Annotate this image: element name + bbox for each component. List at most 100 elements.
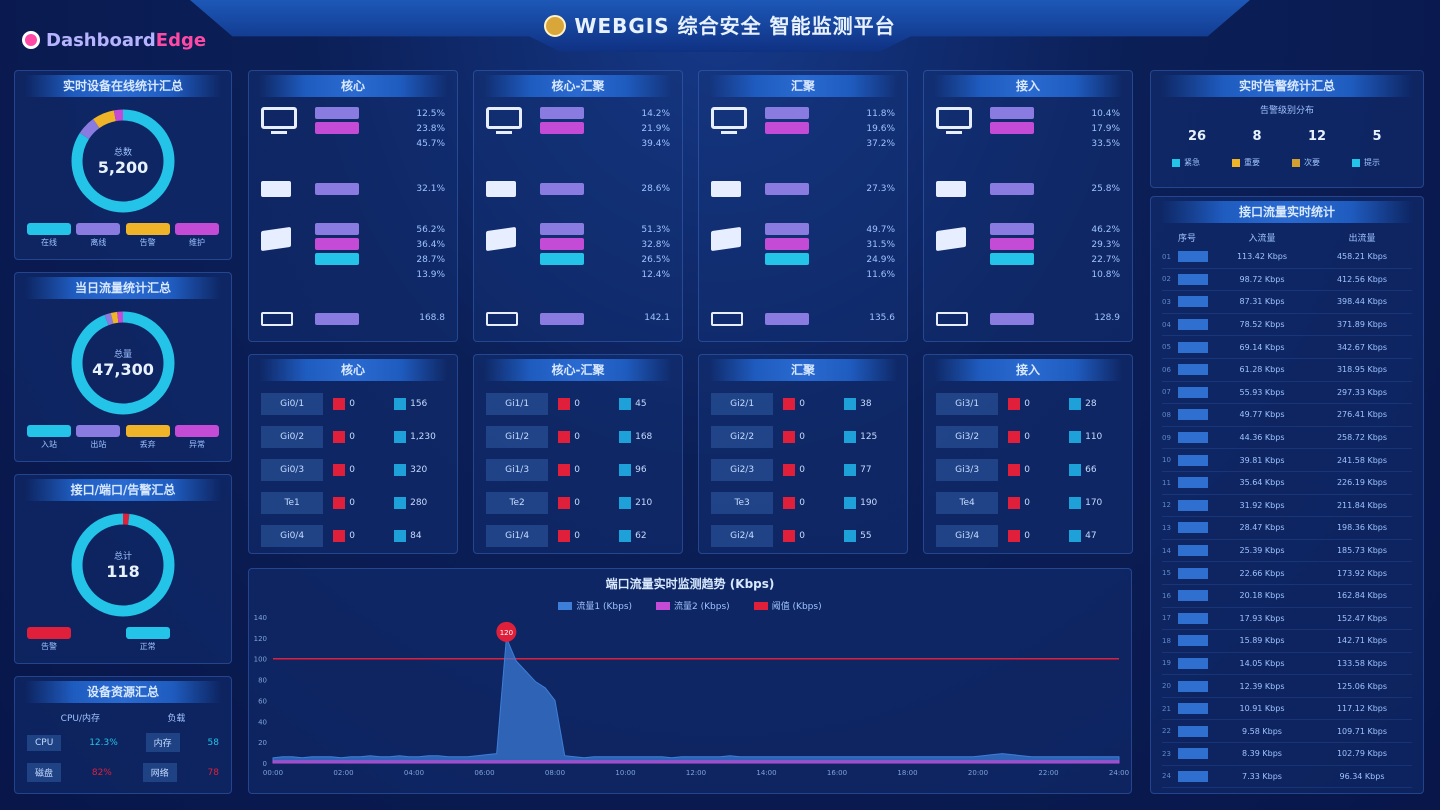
table-row[interactable]: 19 14.05 Kbps 133.58 Kbps [1162, 653, 1412, 676]
port-row[interactable]: Gi2/1 0 38 [711, 391, 895, 417]
x-tick-label: 12:00 [686, 769, 706, 777]
metric-bar [540, 238, 584, 250]
disk-metric: 56.2% 36.4% 28.7% 13.9% [261, 223, 445, 283]
logo[interactable]: DashboardEdge [22, 30, 206, 51]
row-index: 03 [1162, 297, 1171, 306]
row-badge [1178, 612, 1208, 624]
port-row[interactable]: Te3 0 190 [711, 490, 895, 516]
table-row[interactable]: 13 28.47 Kbps 198.36 Kbps [1162, 517, 1412, 540]
port-row[interactable]: Gi3/4 0 47 [936, 523, 1120, 549]
legend-swatch [125, 223, 170, 235]
port-row[interactable]: Gi3/3 0 66 [936, 457, 1120, 483]
error-marker [1008, 464, 1021, 476]
error-count: 0 [333, 464, 384, 476]
donut-center-value: 47,300 [92, 360, 154, 379]
table-row[interactable]: 11 35.64 Kbps 226.19 Kbps [1162, 472, 1412, 495]
port-name: Gi2/1 [711, 393, 774, 415]
row-badge [1178, 477, 1208, 489]
peak-marker[interactable] [496, 621, 517, 642]
metric-value: 37.2% [866, 139, 895, 149]
cell-in: 28.47 Kbps [1239, 523, 1285, 533]
metric-bar [990, 122, 1034, 134]
port-row[interactable]: Gi0/1 0 156 [261, 391, 445, 417]
table-row[interactable]: 01 113.42 Kbps 458.21 Kbps [1162, 246, 1412, 269]
metric-bar [765, 223, 809, 235]
table-row[interactable]: 21 10.91 Kbps 117.12 Kbps [1162, 698, 1412, 721]
col-header: CPU/内存 [60, 714, 100, 724]
legend-swatch [27, 627, 71, 639]
table-row[interactable]: 15 22.66 Kbps 173.92 Kbps [1162, 562, 1412, 585]
row-badge [1178, 499, 1208, 511]
row-index: 12 [1162, 501, 1171, 510]
table-row[interactable]: 08 49.77 Kbps 276.41 Kbps [1162, 404, 1412, 427]
metric-bar [765, 122, 809, 134]
legend-item: 异常 [174, 425, 219, 450]
panel-title: 接口/端口/告警汇总 [25, 479, 221, 501]
table-row[interactable]: 09 44.36 Kbps 258.72 Kbps [1162, 427, 1412, 450]
port-row[interactable]: Gi2/2 0 125 [711, 424, 895, 450]
metric-bar [765, 312, 809, 325]
port-row[interactable]: Te2 0 210 [486, 490, 670, 516]
memory-icon [711, 181, 755, 197]
packet-marker [1069, 398, 1082, 410]
table-row[interactable]: 16 20.18 Kbps 162.84 Kbps [1162, 585, 1412, 608]
table-row[interactable]: 02 98.72 Kbps 412.56 Kbps [1162, 269, 1412, 292]
error-marker [333, 464, 346, 476]
port-name: Te2 [486, 492, 549, 514]
packet-marker [1069, 530, 1082, 542]
packet-marker [394, 431, 407, 443]
port-row[interactable]: Te1 0 280 [261, 490, 445, 516]
metric-bar [990, 183, 1034, 195]
metric-value: 23.8% [416, 124, 445, 134]
error-marker [333, 530, 346, 542]
port-row[interactable]: Gi3/2 0 110 [936, 424, 1120, 450]
cell-out: 142.71 Kbps [1336, 636, 1388, 646]
port-row[interactable]: Gi1/2 0 168 [486, 424, 670, 450]
alarm-count: 12 [1307, 129, 1327, 144]
port-row[interactable]: Gi1/4 0 62 [486, 523, 670, 549]
memory-icon [486, 181, 530, 197]
port-row[interactable]: Gi1/3 0 96 [486, 457, 670, 483]
table-row[interactable]: 22 9.58 Kbps 109.71 Kbps [1162, 720, 1412, 744]
packet-count: 210 [619, 497, 670, 509]
table-row[interactable]: 20 12.39 Kbps 125.06 Kbps [1162, 675, 1412, 698]
panel-title: 设备资源汇总 [25, 681, 221, 703]
row-index: 13 [1162, 523, 1171, 532]
y-tick-label: 100 [254, 656, 267, 664]
packet-count: 45 [619, 398, 670, 410]
table-row[interactable]: 05 69.14 Kbps 342.67 Kbps [1162, 336, 1412, 359]
port-row[interactable]: Gi0/2 0 1,230 [261, 424, 445, 450]
cell-out: 342.67 Kbps [1336, 342, 1388, 352]
port-row[interactable]: Gi2/4 0 55 [711, 523, 895, 549]
metric-value: 25.8% [1091, 183, 1120, 194]
port-name: Gi3/3 [936, 459, 999, 481]
metric-value: 31.5% [866, 240, 895, 250]
legend-item: 在线 [27, 223, 71, 248]
cell-out: 226.19 Kbps [1336, 478, 1388, 488]
table-row[interactable]: 06 61.28 Kbps 318.95 Kbps [1162, 359, 1412, 382]
y-tick-label: 40 [258, 718, 267, 726]
table-row[interactable]: 12 31.92 Kbps 211.84 Kbps [1162, 495, 1412, 518]
table-row[interactable]: 04 78.52 Kbps 371.89 Kbps [1162, 314, 1412, 337]
port-row[interactable]: Gi2/3 0 77 [711, 457, 895, 483]
error-marker [333, 497, 346, 509]
port-row[interactable]: Gi0/3 0 320 [261, 457, 445, 483]
table-row[interactable]: 14 25.39 Kbps 185.73 Kbps [1162, 540, 1412, 563]
port-row[interactable]: Gi0/4 0 84 [261, 523, 445, 549]
table-row[interactable]: 17 17.93 Kbps 152.47 Kbps [1162, 608, 1412, 631]
port-row[interactable]: Te4 0 170 [936, 490, 1120, 516]
table-row[interactable]: 18 15.89 Kbps 142.71 Kbps [1162, 630, 1412, 653]
row-index: 07 [1162, 388, 1171, 397]
table-row[interactable]: 10 39.81 Kbps 241.58 Kbps [1162, 449, 1412, 472]
table-row[interactable]: 24 7.33 Kbps 96.34 Kbps [1162, 766, 1412, 789]
packet-count: 62 [619, 530, 670, 542]
row-index: 14 [1162, 546, 1171, 555]
table-row[interactable]: 03 87.31 Kbps 398.44 Kbps [1162, 291, 1412, 314]
metric-value: 39.4% [641, 139, 670, 149]
packet-count: 156 [394, 398, 445, 410]
port-row[interactable]: Gi3/1 0 28 [936, 391, 1120, 417]
device-panel: 核心 12.5% 23.8% 45.7% 32.1% 56.2% 36.4% 28.7% 13.… [248, 70, 458, 342]
table-row[interactable]: 23 8.39 Kbps 102.79 Kbps [1162, 743, 1412, 766]
port-row[interactable]: Gi1/1 0 45 [486, 391, 670, 417]
table-row[interactable]: 07 55.93 Kbps 297.33 Kbps [1162, 382, 1412, 405]
